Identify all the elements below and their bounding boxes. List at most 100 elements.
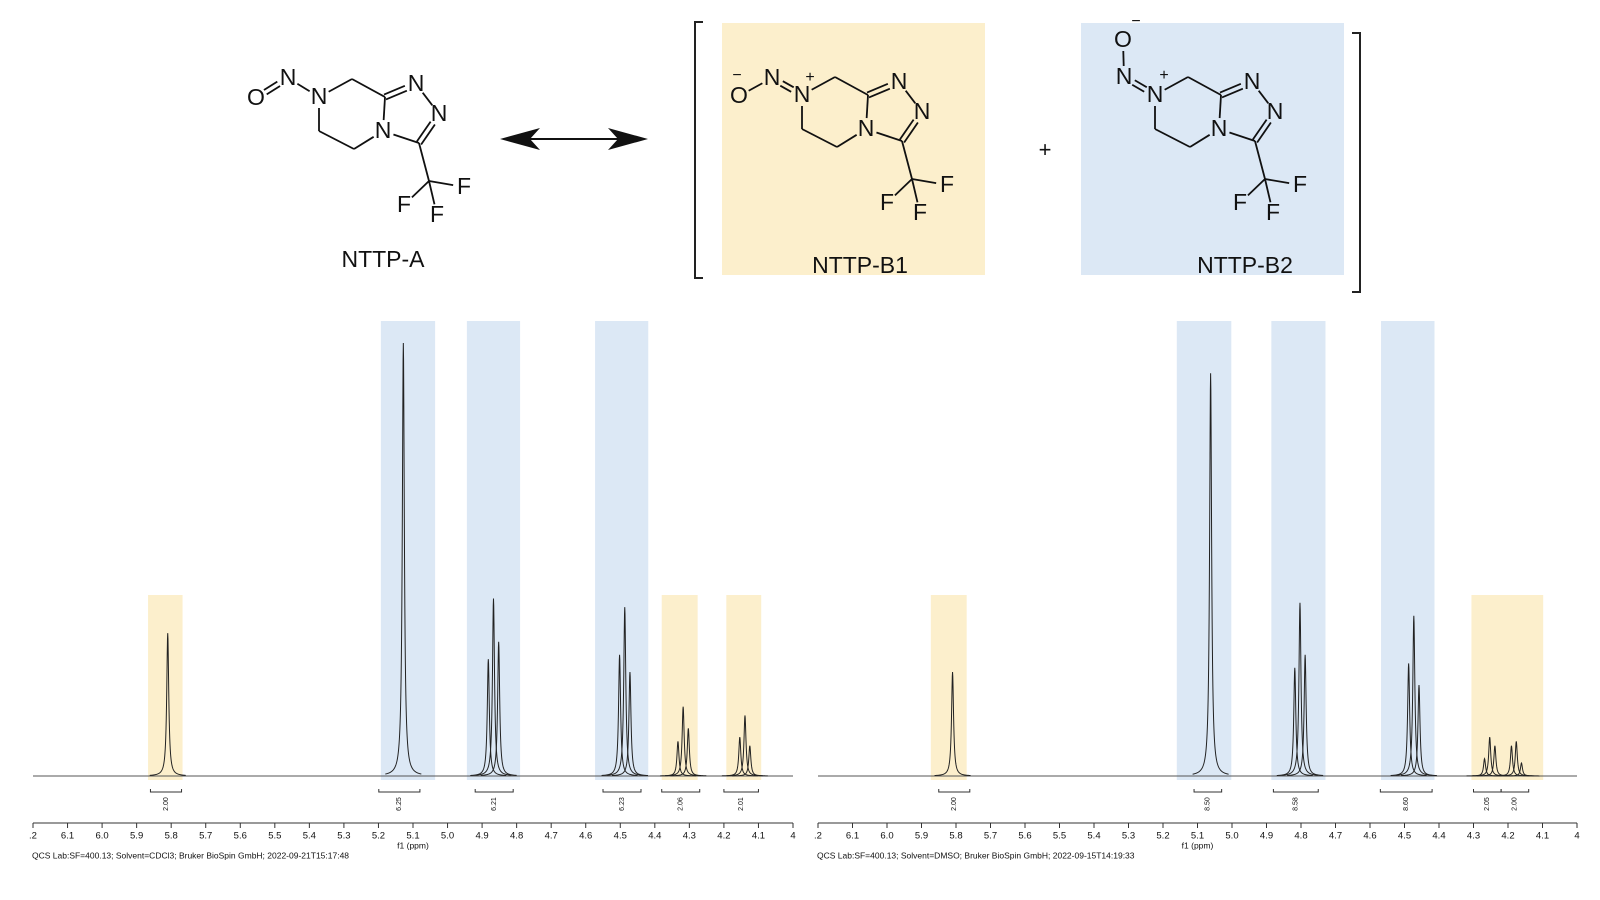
integral-label: 2.00: [1512, 797, 1519, 811]
x-tick-label: 5.6: [234, 831, 247, 842]
x-tick-label: 4.6: [1363, 831, 1376, 842]
x-tick-label: 4.8: [510, 831, 523, 842]
x-tick-label: 4.2: [717, 831, 730, 842]
atom-label: N: [794, 81, 811, 107]
x-tick-label: 5.8: [949, 831, 962, 842]
atom-label: N: [375, 117, 392, 143]
peak: [611, 672, 648, 777]
x-tick-label: 4.6: [579, 831, 592, 842]
atom-label: F: [1266, 199, 1280, 225]
footer: QCS Lab:SF=400.13; Solvent=DMSO; Bruker …: [817, 850, 1135, 860]
x-tick-label: 4.9: [475, 831, 488, 842]
bond: [385, 89, 408, 101]
integral-bracket: [602, 789, 642, 793]
x-tick-label: 4.7: [1329, 831, 1342, 842]
bond: [296, 82, 311, 93]
integral-label: 6.25: [396, 797, 403, 811]
peak: [1400, 685, 1438, 777]
peak: [149, 633, 186, 776]
bond: [904, 90, 917, 104]
x-tick-label: 5.0: [1225, 831, 1238, 842]
atom-label: F: [457, 173, 471, 199]
x-tick-label: 6.1: [61, 831, 74, 842]
atom-label: N: [1267, 98, 1284, 124]
x-tick-label: 5.4: [1087, 831, 1100, 842]
integral-label: 2.00: [163, 797, 170, 811]
bond: [911, 178, 919, 203]
x-tick-label: 4.4: [648, 831, 661, 842]
bond: [428, 180, 454, 187]
b2-panel: [1081, 23, 1344, 275]
atom-label: N: [280, 64, 297, 90]
bond: [748, 82, 763, 92]
bond: [1154, 128, 1191, 148]
bond: [353, 136, 375, 150]
bond: [318, 130, 355, 150]
x-tick-label: 5.2: [372, 831, 385, 842]
bond: [782, 80, 795, 89]
peak: [480, 641, 517, 776]
atom-label: O: [1114, 26, 1132, 52]
peak: [385, 342, 422, 775]
atom-label: N: [1211, 115, 1228, 141]
x-tick-label: .2: [814, 831, 822, 842]
x-tick-label: 6.0: [880, 831, 893, 842]
right-bracket: [1352, 32, 1361, 293]
x-tick-label: 4.8: [1294, 831, 1307, 842]
atom-label: F: [880, 189, 894, 215]
integral-label: 2.06: [678, 797, 685, 811]
charge: −: [732, 67, 741, 84]
atom-label: F: [397, 191, 411, 217]
integral-bracket: [1193, 789, 1223, 793]
bond: [428, 180, 436, 205]
highlight-band: [595, 321, 649, 780]
x-tick-label: 5.7: [984, 831, 997, 842]
x-tick-label: 6.1: [846, 831, 859, 842]
x-tick-label: 5.0: [441, 831, 454, 842]
integral-label: 6.23: [619, 797, 626, 811]
integral-bracket: [474, 789, 514, 793]
integral-bracket: [149, 789, 183, 793]
atom-label: F: [1293, 171, 1307, 197]
bond: [411, 180, 430, 199]
bond: [1221, 87, 1244, 99]
x-tick-label: 5.4: [303, 831, 316, 842]
peak: [1281, 602, 1319, 776]
x-tick-label: 5.7: [199, 831, 212, 842]
highlight-band: [380, 321, 436, 780]
x-axis-label: f1 (ppm): [1182, 840, 1214, 850]
x-tick-label: 4.5: [1398, 831, 1411, 842]
integral-label: 8.58: [1293, 797, 1300, 811]
bond: [1218, 94, 1222, 119]
bond: [779, 84, 792, 93]
b1-panel: [722, 23, 985, 275]
integral-bracket: [1500, 789, 1530, 793]
bond: [1257, 90, 1270, 104]
peak: [606, 607, 643, 776]
integral-label: 2.00: [951, 797, 958, 811]
bond: [1256, 122, 1272, 143]
atom-label: N: [311, 83, 328, 109]
integral-bracket: [938, 789, 971, 793]
bond: [834, 76, 869, 96]
bond: [1134, 79, 1148, 89]
x-tick-label: 4.1: [1536, 831, 1549, 842]
integral-bracket: [1272, 789, 1319, 793]
bond: [382, 96, 386, 121]
bond: [868, 87, 891, 99]
x-tick-label: 4.5: [614, 831, 627, 842]
bond: [903, 122, 919, 143]
charge: −: [1131, 13, 1140, 30]
bond: [393, 133, 420, 144]
integral-bracket: [1379, 789, 1433, 793]
bond: [811, 76, 836, 91]
structure-label: NTTP-A: [341, 246, 425, 272]
x-tick-label: 4: [790, 831, 795, 842]
x-tick-label: 4.7: [545, 831, 558, 842]
bond: [1189, 134, 1211, 148]
highlight-band: [1471, 595, 1544, 780]
atom-label: F: [940, 171, 954, 197]
bond: [1254, 140, 1266, 180]
atom-label: N: [1244, 68, 1261, 94]
